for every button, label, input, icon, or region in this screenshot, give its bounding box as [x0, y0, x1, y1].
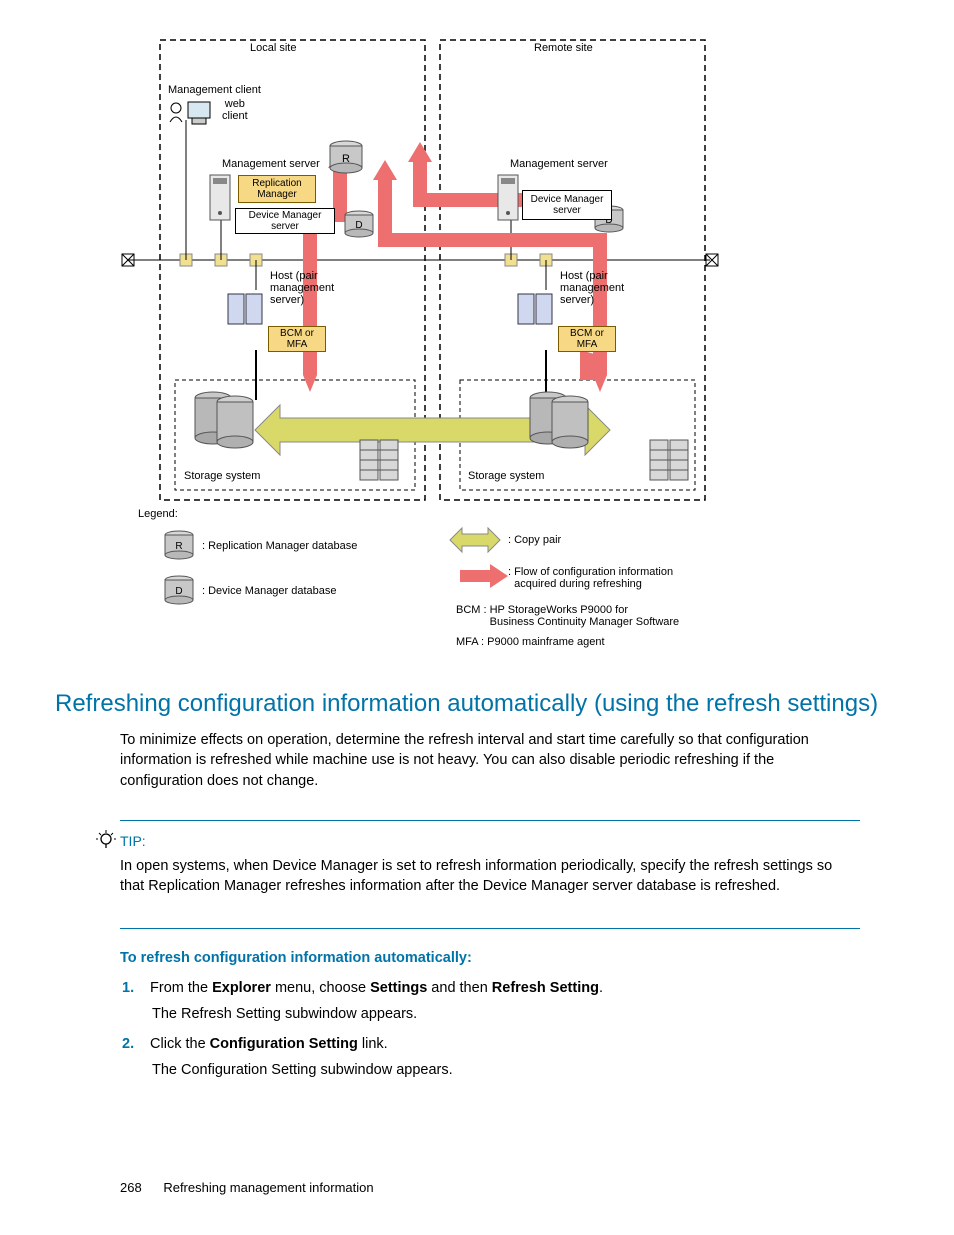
page-footer: 268 Refreshing management information	[120, 1180, 374, 1195]
web-client-label: web client	[222, 98, 248, 122]
tip-rule-top	[120, 820, 860, 821]
svg-text:D: D	[175, 586, 182, 597]
mgmt-client-label: Management client	[168, 84, 261, 96]
page-number: 268	[120, 1180, 142, 1195]
step1-text-f: Refresh Setting	[492, 980, 599, 996]
subheading: To refresh configuration information aut…	[120, 948, 472, 968]
legend-label: Legend:	[138, 508, 178, 520]
step1-number: 1.	[122, 978, 146, 998]
bcm-mfa-local: BCM or MFA	[268, 326, 326, 352]
step1-text-a: From the	[150, 980, 212, 996]
architecture-diagram: R D D R D	[120, 30, 820, 670]
step2-sub: The Configuration Setting subwindow appe…	[152, 1060, 453, 1080]
mgmt-server-label-local: Management server	[222, 158, 320, 170]
step1-text-d: Settings	[370, 980, 427, 996]
tip-rule-bottom	[120, 928, 860, 929]
replication-mgr-box: Replication Manager	[238, 175, 316, 203]
legend-mfa: MFA : P9000 mainframe agent	[456, 636, 605, 648]
step2-text-b: Configuration Setting	[210, 1036, 358, 1052]
svg-text:R: R	[175, 541, 182, 552]
step-1: 1. From the Explorer menu, choose Settin…	[122, 978, 862, 998]
legend-d-desc: : Device Manager database	[202, 585, 337, 597]
mgmt-server-label-remote: Management server	[510, 158, 608, 170]
tip-label: TIP:	[120, 832, 146, 852]
storage-local-label: Storage system	[184, 470, 260, 482]
step1-text-c: menu, choose	[271, 980, 370, 996]
section-heading: Refreshing configuration information aut…	[55, 690, 905, 718]
step1-text-b: Explorer	[212, 980, 271, 996]
svg-text:R: R	[342, 153, 350, 165]
step2-text-c: link.	[358, 1036, 388, 1052]
legend-copypair: : Copy pair	[508, 534, 561, 546]
legend-flow: : Flow of configuration information acqu…	[508, 566, 673, 590]
svg-text:D: D	[355, 220, 362, 231]
dev-mgr-local-box: Device Manager server	[235, 208, 335, 234]
step-2: 2. Click the Configuration Setting link.	[122, 1034, 862, 1054]
remote-site-label: Remote site	[534, 42, 593, 54]
step1-sub: The Refresh Setting subwindow appears.	[152, 1004, 417, 1024]
intro-paragraph: To minimize effects on operation, determ…	[120, 730, 860, 791]
step2-text-a: Click the	[150, 1036, 210, 1052]
bcm-mfa-remote: BCM or MFA	[558, 326, 616, 352]
tip-body: In open systems, when Device Manager is …	[120, 856, 860, 897]
legend-r-desc: : Replication Manager database	[202, 540, 357, 552]
storage-remote-label: Storage system	[468, 470, 544, 482]
dev-mgr-remote-box: Device Manager server	[522, 190, 612, 220]
step1-text-g: .	[599, 980, 603, 996]
footer-title: Refreshing management information	[163, 1180, 373, 1195]
local-site-label: Local site	[250, 42, 296, 54]
host-pms-remote: Host (pair management server)	[560, 270, 624, 306]
legend-bcm: BCM : HP StorageWorks P9000 for Business…	[456, 604, 679, 628]
tip-icon	[96, 830, 116, 850]
step1-text-e: and then	[427, 980, 492, 996]
diagram-svg: R D D R D	[120, 30, 820, 670]
host-pms-local: Host (pair management server)	[270, 270, 334, 306]
step2-number: 2.	[122, 1034, 146, 1054]
